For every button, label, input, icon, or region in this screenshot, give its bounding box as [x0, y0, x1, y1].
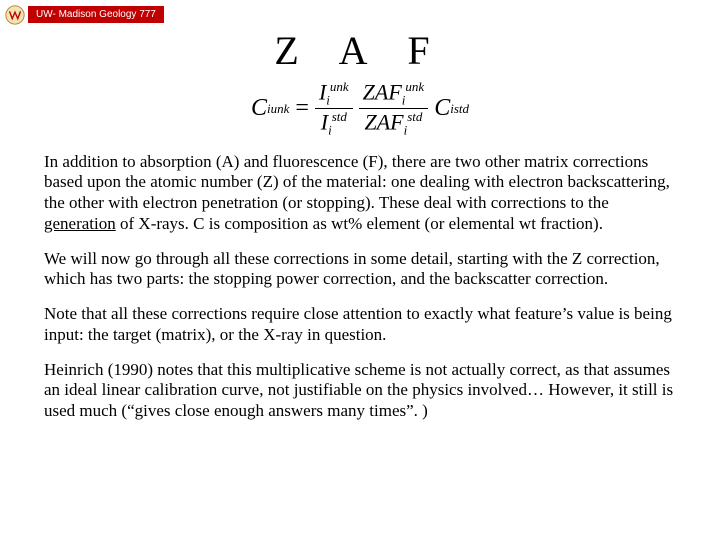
course-banner: UW- Madison Geology 777 [28, 6, 164, 23]
paragraph-1: In addition to absorption (A) and fluore… [44, 152, 676, 235]
paragraph-2: We will now go through all these correct… [44, 249, 676, 290]
paragraph-3: Note that all these corrections require … [44, 304, 676, 345]
page-title: Z A F [0, 27, 720, 74]
uw-crest-icon [4, 4, 26, 26]
paragraph-4: Heinrich (1990) notes that this multipli… [44, 360, 676, 422]
zaf-equation: Ciunk = Iiunk Iistd ZAFiunk ZAFistd Cist… [0, 80, 720, 138]
